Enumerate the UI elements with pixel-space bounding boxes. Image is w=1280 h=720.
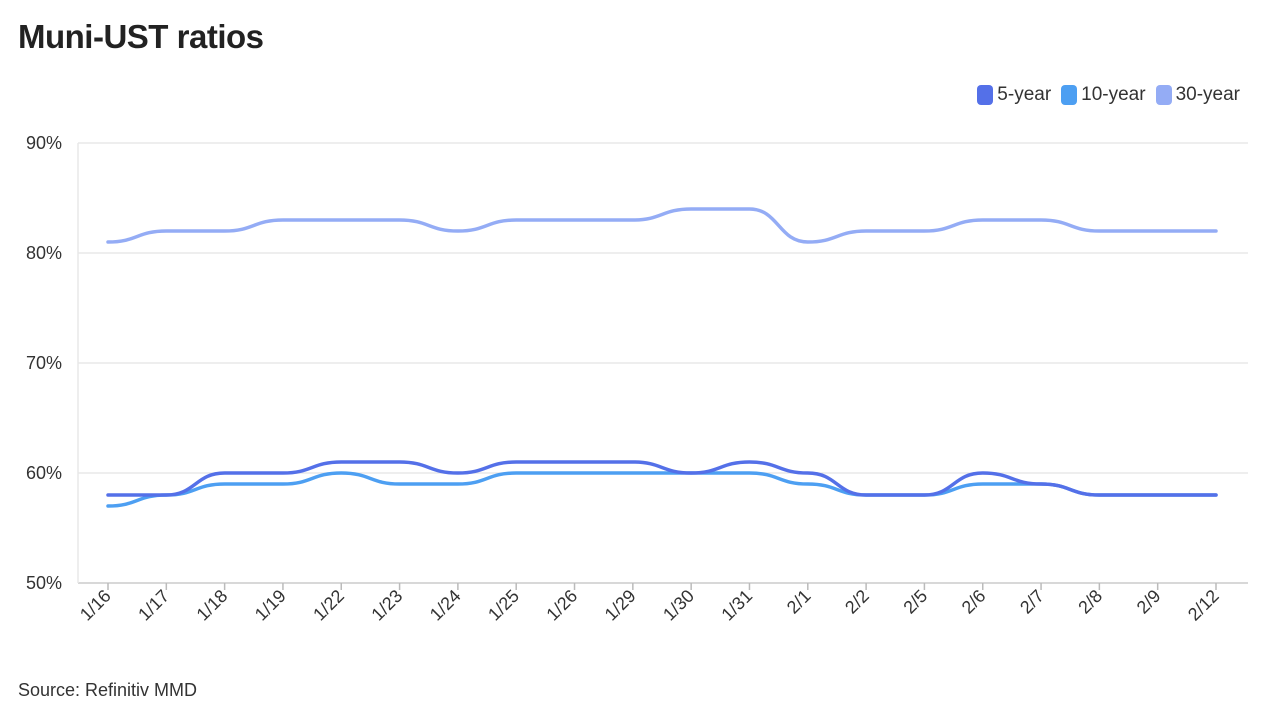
chart-title: Muni-UST ratios (18, 18, 264, 55)
x-tick-label-4: 1/22 (309, 586, 348, 625)
y-tick-label-90: 90% (26, 133, 62, 153)
x-tick-label-15: 2/6 (958, 586, 990, 618)
x-tick-label-12: 2/1 (783, 586, 815, 618)
legend-swatch-30-year (1155, 85, 1172, 105)
y-tick-label-50: 50% (26, 573, 62, 593)
series-line-10-year (106, 471, 1218, 508)
legend-swatch-5-year (977, 85, 994, 105)
x-tick-label-6: 1/24 (426, 586, 465, 625)
x-tick-label-8: 1/26 (542, 586, 581, 625)
x-tick-label-19: 2/12 (1184, 586, 1223, 625)
x-tick-label-14: 2/5 (899, 586, 931, 618)
x-tick-label-11: 1/31 (717, 586, 756, 625)
series-line-30-year (106, 207, 1218, 244)
legend-label-30-year: 30-year (1175, 84, 1240, 105)
legend-item-30-year[interactable]: 30-year (1155, 84, 1240, 106)
source-note: Source: Refinitiv MMD (18, 680, 198, 700)
legend-item-10-year[interactable]: 10-year (1061, 84, 1146, 106)
y-tick-label-70: 70% (26, 353, 62, 373)
x-tick-label-17: 2/8 (1074, 586, 1106, 618)
x-tick-label-2: 1/18 (193, 586, 232, 625)
legend-swatch-10-year (1061, 85, 1078, 105)
y-tick-label-80: 80% (26, 243, 62, 263)
chart-legend: 5-year 10-year 30-year (977, 84, 1240, 106)
legend-label-10-year: 10-year (1081, 84, 1146, 105)
legend-item-5-year[interactable]: 5-year (977, 84, 1051, 106)
y-tick-label-60: 60% (26, 463, 62, 483)
x-tick-label-3: 1/19 (251, 586, 290, 625)
x-tick-label-9: 1/29 (601, 586, 640, 625)
x-tick-label-18: 2/9 (1133, 586, 1165, 618)
legend-label-5-year: 5-year (997, 84, 1052, 105)
x-tick-label-7: 1/25 (484, 586, 523, 625)
x-tick-label-0: 1/16 (76, 586, 115, 625)
x-tick-label-16: 2/7 (1016, 586, 1048, 618)
series-line-5-year (106, 460, 1218, 497)
x-tick-label-5: 1/23 (367, 586, 406, 625)
x-tick-label-13: 2/2 (841, 586, 873, 618)
x-tick-label-10: 1/30 (659, 586, 698, 625)
x-tick-label-1: 1/17 (134, 586, 173, 625)
